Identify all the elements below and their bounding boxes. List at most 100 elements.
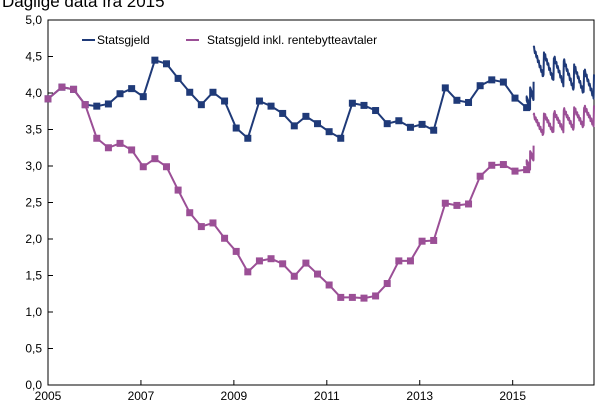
- series-1-marker: [93, 102, 101, 110]
- series-layer: [44, 45, 595, 302]
- series-1-marker: [221, 97, 229, 105]
- series-2-marker: [81, 101, 89, 109]
- series-1-marker: [302, 112, 310, 120]
- series-1-marker: [430, 126, 438, 134]
- series-1-marker: [279, 109, 287, 117]
- series-2-marker: [232, 247, 240, 255]
- series-2-marker: [186, 209, 194, 217]
- series-2-daily-start: [525, 145, 535, 171]
- series-2-marker: [453, 201, 461, 209]
- series-2-marker: [476, 172, 484, 180]
- series-1-marker: [372, 107, 380, 115]
- y-tick-label: 3,0: [25, 159, 42, 173]
- x-tick-label: 2015: [499, 389, 526, 403]
- series-1-marker: [348, 99, 356, 107]
- series-1-marker: [465, 98, 473, 106]
- series-2-marker: [116, 139, 124, 147]
- series-1-marker: [488, 76, 496, 84]
- series-1-marker: [325, 128, 333, 136]
- x-tick-label: 2011: [314, 389, 340, 403]
- series-2-marker: [441, 199, 449, 207]
- series-2-marker: [290, 272, 298, 280]
- series-1-marker: [104, 100, 112, 108]
- series-1-daily-start: [525, 81, 535, 111]
- series-2-marker: [104, 144, 112, 152]
- x-tick-label: 2013: [406, 389, 433, 403]
- series-1-marker: [232, 124, 240, 132]
- y-axis: 0,0 0,5 1,0 1,5 2,0 2,5 3,0 3,5 4,0 4,5 5,0: [25, 13, 53, 392]
- series-2-marker: [58, 83, 66, 91]
- series-1-marker: [337, 134, 345, 142]
- series-1-marker: [162, 60, 170, 68]
- y-tick-label: 4,5: [25, 50, 42, 64]
- x-tick-label: 2007: [128, 389, 155, 403]
- y-tick-label: 0,5: [25, 342, 42, 356]
- plot-area-frame: [47, 19, 595, 386]
- y-tick-label: 0,0: [25, 378, 42, 392]
- series-1-marker: [290, 122, 298, 130]
- y-tick-label: 2,0: [25, 232, 42, 246]
- series-2-marker: [174, 186, 182, 194]
- series-2-marker: [162, 163, 170, 171]
- y-tick-label: 3,5: [25, 123, 42, 137]
- legend-label-1: Statsgjeld: [97, 33, 150, 47]
- series-2-marker: [151, 155, 159, 163]
- series-1-marker: [395, 117, 403, 125]
- series-2-marker: [221, 234, 229, 242]
- series-2-marker: [128, 146, 136, 154]
- series-2-marker: [465, 200, 473, 208]
- series-1-marker: [523, 104, 531, 112]
- series-1-daily-line: [532, 45, 595, 100]
- series-2-marker: [430, 236, 438, 244]
- series-1-marker: [476, 82, 484, 90]
- series-1-marker: [116, 90, 124, 98]
- series-1-marker: [151, 56, 159, 64]
- series-1-marker: [383, 120, 391, 128]
- series-2-marker: [325, 281, 333, 289]
- series-2-marker: [209, 219, 217, 227]
- series-2-marker: [406, 257, 414, 265]
- series-2-marker: [337, 293, 345, 301]
- x-tick-label: 2005: [35, 389, 62, 403]
- series-2-marker: [488, 161, 496, 169]
- y-tick-label: 1,0: [25, 305, 42, 319]
- series-2-marker: [499, 161, 507, 169]
- series-1-marker: [186, 88, 194, 96]
- series-1-marker: [267, 102, 275, 110]
- series-1-marker: [244, 134, 252, 142]
- series-1-marker: [314, 120, 322, 128]
- series-1-marker: [511, 94, 519, 102]
- chart-subtitle: Daglige data fra 2015: [2, 0, 165, 11]
- series-1-marker: [499, 78, 507, 86]
- y-tick-label: 1,5: [25, 269, 42, 283]
- series-2-marker: [314, 270, 322, 278]
- series-2-marker: [348, 293, 356, 301]
- series-2-marker: [418, 237, 426, 245]
- series-2-marker: [395, 257, 403, 265]
- series-2-marker: [360, 294, 368, 302]
- series-1-marker: [418, 120, 426, 128]
- series-2-marker: [93, 134, 101, 142]
- series-1-marker: [441, 84, 449, 92]
- series-2-marker: [255, 257, 263, 265]
- series-2-marker: [139, 163, 147, 171]
- series-2-daily-line: [532, 104, 595, 136]
- series-1-marker: [209, 88, 217, 96]
- x-axis: 2005 2007 2009 2011 2013 2015: [35, 380, 526, 403]
- series-2-marker: [244, 268, 252, 276]
- series-2-marker: [267, 255, 275, 263]
- series-2-marker: [383, 280, 391, 288]
- series-1-marker: [139, 93, 147, 101]
- y-tick-label: 2,5: [25, 196, 42, 210]
- series-2-marker: [197, 223, 205, 231]
- legend-label-2: Statsgjeld inkl. rentebytteavtaler: [207, 33, 377, 47]
- x-tick-label: 2009: [221, 389, 248, 403]
- series-2-marker: [511, 167, 519, 175]
- legend: Statsgjeld Statsgjeld inkl. rentebytteavt…: [82, 33, 377, 47]
- series-2-marker: [523, 166, 531, 174]
- y-tick-label: 4,0: [25, 86, 42, 100]
- series-2-marker: [44, 95, 52, 103]
- series-1-marker: [406, 123, 414, 131]
- y-tick-label: 5,0: [25, 13, 42, 27]
